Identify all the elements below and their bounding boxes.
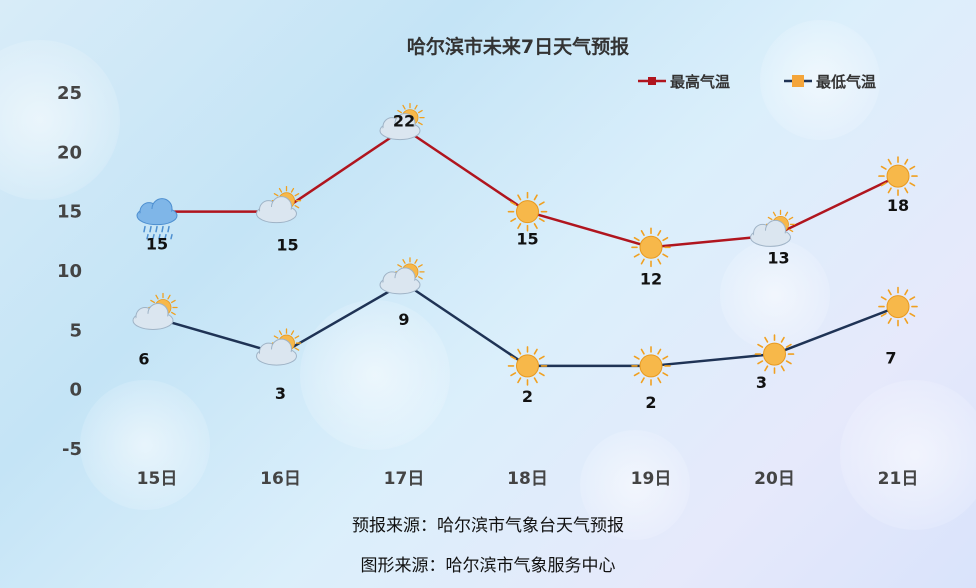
data-label: 9 [398,310,409,329]
data-label: 15 [276,236,298,255]
data-label: 2 [645,393,656,412]
legend-marker [648,77,656,85]
y-tick-label: 0 [69,380,82,401]
bokeh-circle [300,300,450,450]
y-tick-label: 15 [57,202,82,223]
data-label: 3 [275,384,286,403]
x-tick-label: 21日 [878,469,919,489]
bokeh-circle [840,380,976,530]
bokeh-circle [760,20,880,140]
legend-label: 最低气温 [816,73,876,91]
data-label: 15 [146,235,168,254]
rain-cloud-icon [136,198,178,240]
legend-label: 最高气温 [670,73,730,91]
x-tick-label: 18日 [507,469,548,489]
bokeh-circle [720,240,830,350]
x-axis: 15日 16日 17日 18日 19日 20日 21日 [137,469,919,489]
legend-item: 最低气温 [784,73,876,91]
sun-icon [507,346,548,386]
y-tick-label: 10 [57,261,82,282]
x-tick-label: 16日 [260,469,301,489]
data-label: 3 [756,373,767,392]
sun-icon [754,334,795,374]
forecast-source-text: 预报来源：哈尔滨市气象台天气预报 [352,516,624,536]
x-tick-label: 20日 [754,469,795,489]
legend: 最高气温 最低气温 [638,73,876,91]
y-tick-label: 5 [69,320,82,341]
series-low: 6 3 9 2 2 3 7 [132,257,918,412]
partly-cloudy-icon [132,292,178,330]
chart-title: 哈尔滨市未来7日天气预报 [407,35,629,58]
sun-icon [878,156,918,196]
partly-cloudy-icon [256,328,302,366]
bokeh-circle [80,380,210,510]
legend-item: 最高气温 [638,73,730,91]
data-label: 15 [516,230,538,249]
partly-cloudy-icon [256,186,302,224]
x-tick-label: 17日 [384,469,425,489]
sun-icon [631,346,671,386]
series-high: 15 15 22 15 12 13 18 [136,102,918,288]
y-tick-label: 25 [57,83,82,104]
data-label: 2 [522,387,533,406]
data-label: 12 [640,269,662,288]
partly-cloudy-icon [750,209,796,247]
bokeh-circle [580,430,690,540]
y-tick-label: 20 [57,142,82,163]
partly-cloudy-icon [379,102,425,141]
y-axis: -5 0 5 10 15 20 25 [57,83,82,460]
sun-icon [878,286,918,327]
partly-cloudy-icon [379,257,425,295]
x-tick-label: 19日 [631,469,672,489]
graphic-source-text: 图形来源：哈尔滨市气象服务中心 [360,556,616,576]
legend-marker [792,75,804,87]
sun-icon [507,191,548,232]
data-label: 6 [138,349,149,368]
sun-icon [631,227,671,268]
data-label: 7 [885,349,896,368]
x-tick-label: 15日 [137,469,178,489]
data-label: 22 [393,112,415,131]
data-label: 18 [887,196,909,215]
y-tick-label: -5 [62,439,82,460]
data-label: 13 [767,248,789,267]
